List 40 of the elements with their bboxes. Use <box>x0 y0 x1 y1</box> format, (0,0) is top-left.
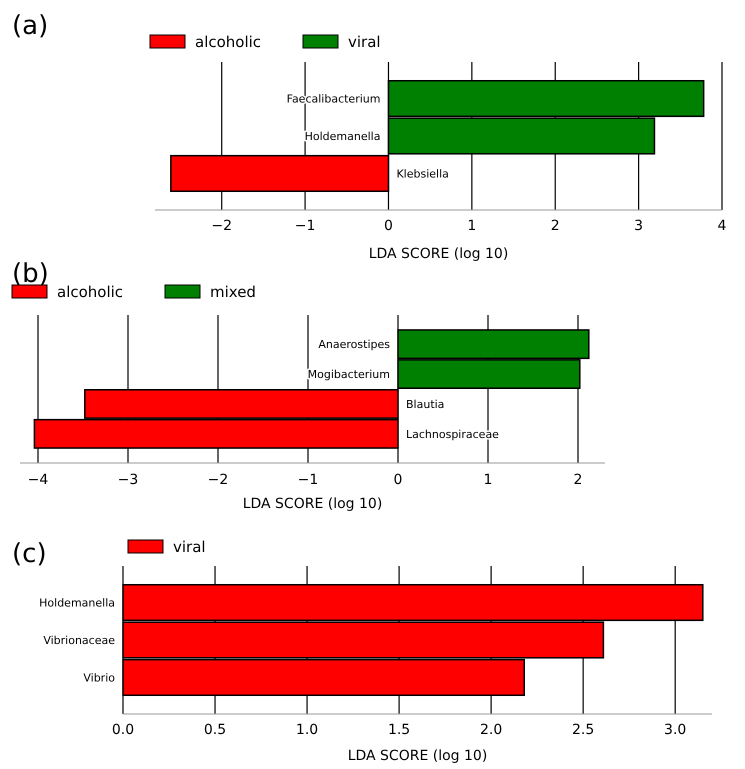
y-tick-label: Blautia <box>406 398 444 411</box>
y-tick-label: Mogibacterium <box>308 368 390 382</box>
chart-title: (b) <box>12 259 49 289</box>
x-tick-label: 1 <box>484 472 492 488</box>
legend-label: mixed <box>210 283 256 301</box>
x-tick-label: −1 <box>298 472 318 488</box>
x-tick-label: 1.0 <box>296 722 318 738</box>
y-tick-label: Vibrionaceae <box>43 634 116 647</box>
x-tick-label: 0 <box>394 472 402 488</box>
x-tick-label: 3.0 <box>664 722 686 738</box>
x-tick-label: −1 <box>294 218 316 234</box>
y-tick-label: Vibrio <box>83 671 116 684</box>
x-tick-label: 2 <box>574 472 582 488</box>
y-tick-label: Holdemanella <box>304 130 380 143</box>
x-axis-title: LDA SCORE (log 10) <box>242 496 382 512</box>
chart-title: (c) <box>12 539 47 569</box>
x-axis-title: LDA SCORE (log 10) <box>348 748 488 764</box>
y-tick-label: Holdemanella <box>39 596 115 610</box>
x-tick-label: 0.0 <box>112 722 134 738</box>
x-tick-label: −4 <box>28 472 48 488</box>
x-tick-label: −2 <box>211 218 232 234</box>
x-tick-label: 0 <box>384 218 393 234</box>
x-tick-label: 1.5 <box>388 722 410 738</box>
x-tick-label: −2 <box>208 472 228 488</box>
chart-title: (a) <box>12 11 48 41</box>
y-tick-label: Klebsiella <box>396 167 449 180</box>
x-tick-label: 4 <box>718 218 727 234</box>
x-tick-label: 3 <box>634 218 644 234</box>
x-tick-label: 0.5 <box>204 722 226 738</box>
legend-label: viral <box>348 33 381 51</box>
legend-label: viral <box>173 538 206 556</box>
x-tick-label: 2 <box>550 218 560 234</box>
x-tick-label: 2.0 <box>480 722 502 738</box>
legend-label: alcoholic <box>195 33 262 51</box>
legend-label: alcoholic <box>57 283 124 301</box>
x-tick-label: −3 <box>118 472 138 488</box>
x-tick-label: 2.5 <box>572 722 594 738</box>
x-axis-title: LDA SCORE (log 10) <box>368 246 508 262</box>
y-tick-label: Anaerostipes <box>318 338 390 352</box>
x-tick-label: 1 <box>467 218 476 234</box>
